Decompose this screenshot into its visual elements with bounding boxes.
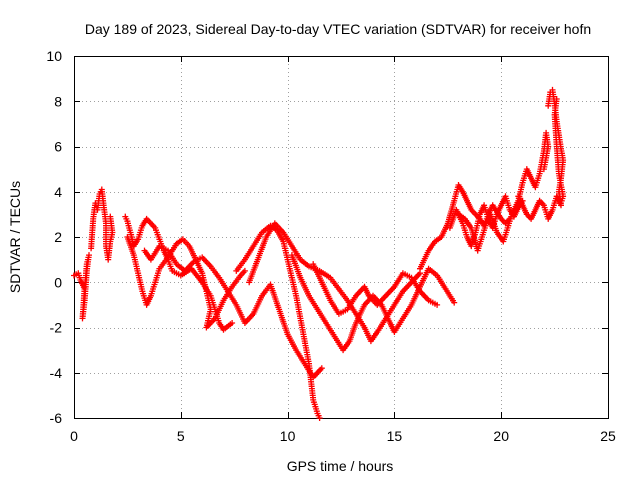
axis-ticks: [74, 56, 609, 419]
data-series-arc-9: [310, 261, 441, 317]
tick-labels: 0 5 10 15 20 25 -6 -4 -2 0 2 4 6 8 10: [46, 48, 616, 444]
y-axis-label: SDTVAR / TECUs: [7, 181, 23, 293]
data-series-arc-2: [88, 186, 116, 263]
y-tick-label: 8: [54, 93, 62, 109]
y-tick-label: -2: [50, 320, 63, 336]
y-tick-label: 2: [54, 229, 62, 245]
y-tick-label: 6: [54, 139, 62, 155]
y-tick-label: 4: [54, 184, 62, 200]
x-tick-label: 0: [70, 428, 78, 444]
x-tick-label: 15: [387, 428, 403, 444]
data-series-arc-12: [455, 129, 552, 254]
data-series-arc-1: [71, 252, 92, 322]
x-tick-label: 25: [600, 428, 616, 444]
y-tick-label: 0: [54, 274, 62, 290]
x-axis-label: GPS time / hours: [287, 458, 394, 474]
grid-lines: [74, 56, 608, 418]
data-series-arc-4: [124, 234, 248, 331]
data-points: [71, 86, 567, 421]
y-tick-label: 10: [46, 48, 62, 64]
x-tick-label: 5: [177, 428, 185, 444]
x-tick-label: 20: [493, 428, 509, 444]
y-tick-label: -4: [50, 365, 63, 381]
x-tick-label: 10: [280, 428, 296, 444]
y-tick-label: -6: [50, 410, 63, 426]
chart-title: Day 189 of 2023, Sidereal Day-to-day VTE…: [85, 21, 591, 37]
data-series-arc-7: [246, 220, 423, 345]
data-series-arc-6: [233, 222, 323, 421]
data-series-arc-5: [141, 243, 325, 381]
data-series-arc-14: [515, 193, 564, 222]
